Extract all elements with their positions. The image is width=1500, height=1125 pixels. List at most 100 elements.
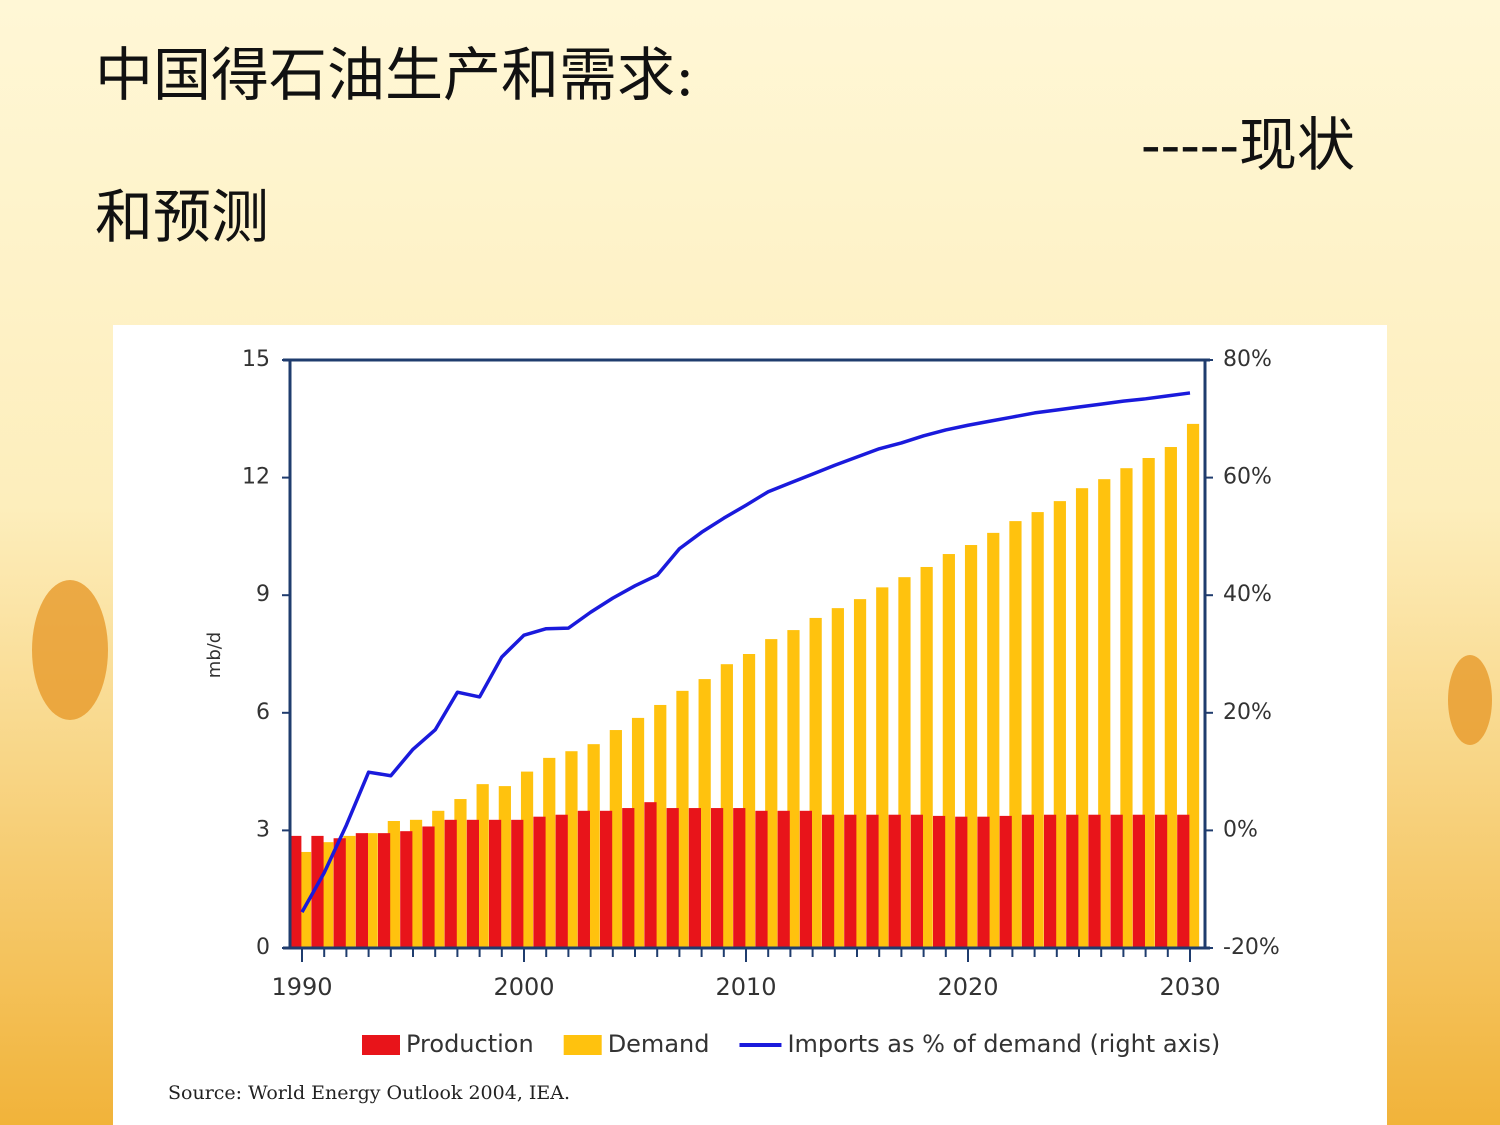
y-tick-label: 9 [256, 582, 270, 607]
x-tick-label: 1990 [271, 973, 332, 1001]
bar [977, 816, 990, 948]
bar [644, 802, 657, 948]
bar [1053, 501, 1066, 948]
bar [1031, 512, 1044, 948]
bar [844, 814, 857, 948]
x-tick-label: 2020 [937, 973, 998, 1001]
bar [622, 808, 635, 948]
bar [1021, 814, 1034, 948]
x-tick-label: 2010 [715, 973, 776, 1001]
bar [1164, 447, 1177, 948]
y2-tick-label: 0% [1223, 817, 1258, 842]
bar [710, 808, 724, 948]
bar [377, 833, 391, 948]
bar [654, 704, 667, 948]
bar [422, 826, 435, 948]
bar [498, 786, 511, 948]
bar [587, 744, 600, 948]
bar [1177, 814, 1190, 948]
bar [1110, 814, 1123, 948]
bar [698, 679, 711, 948]
bar [866, 814, 879, 948]
bar [565, 751, 578, 948]
bar [520, 771, 534, 948]
bar [688, 808, 701, 948]
bar [755, 810, 768, 948]
y2-tick-label: 20% [1223, 700, 1272, 725]
bar [543, 757, 556, 948]
bar [720, 664, 733, 948]
legend-swatch [563, 1035, 602, 1055]
bar [831, 608, 844, 948]
bar [888, 814, 901, 948]
bar [799, 810, 812, 948]
y2-tick-label: 40% [1223, 582, 1272, 607]
bar [365, 833, 378, 948]
bar [876, 587, 889, 948]
y-axis-label: mb/d [204, 632, 225, 678]
bar [765, 639, 778, 948]
bar [1075, 488, 1089, 948]
bar [676, 690, 689, 948]
slide-title: 中国得石油生产和需求: [95, 41, 695, 109]
bar [289, 835, 302, 948]
bar [400, 831, 413, 948]
y-tick-label: 0 [256, 935, 270, 960]
leaf-decoration [1448, 655, 1492, 745]
bar [821, 814, 835, 948]
line [300, 391, 1191, 913]
y2-tick-label: 60% [1223, 465, 1272, 490]
bar [733, 808, 746, 948]
bar [466, 819, 479, 948]
bar [955, 816, 968, 948]
y2-tick-label: -20% [1223, 935, 1280, 960]
legend-swatch [362, 1035, 400, 1055]
bar [631, 717, 645, 948]
legend-label: Demand [608, 1030, 710, 1058]
slide-subtitle: -----现状 [1141, 111, 1355, 179]
bar [777, 810, 790, 948]
y-tick-label: 3 [256, 817, 270, 842]
bar [511, 819, 524, 948]
bar [742, 654, 756, 948]
bar [533, 816, 546, 948]
bar [787, 630, 800, 948]
bar [987, 532, 1000, 948]
bar [898, 577, 911, 948]
slide-subtitle: 和预测 [95, 183, 269, 251]
bar [444, 819, 457, 948]
bar [942, 554, 955, 948]
y-tick-label: 15 [242, 347, 270, 372]
bar [555, 814, 568, 948]
x-tick-label: 2030 [1159, 973, 1220, 1001]
bar [1088, 814, 1101, 948]
bar [1154, 814, 1168, 948]
y2-tick-label: 80% [1223, 347, 1272, 372]
bar [1009, 521, 1022, 948]
bar [910, 814, 923, 948]
x-tick-label: 2000 [493, 973, 554, 1001]
bar [577, 810, 590, 948]
bar [853, 599, 867, 948]
bar [1066, 814, 1079, 948]
bar [488, 819, 502, 948]
bar [333, 838, 346, 948]
bar [409, 819, 423, 948]
bar [1098, 479, 1111, 948]
bar [666, 808, 679, 948]
bar [343, 835, 356, 948]
bar [999, 815, 1012, 948]
bar [920, 566, 933, 948]
bar [454, 799, 467, 948]
source-note: Source: World Energy Outlook 2004, IEA. [168, 1082, 570, 1104]
bar [932, 815, 946, 948]
bar [387, 820, 400, 948]
bar [1186, 423, 1200, 948]
bar [1120, 468, 1133, 948]
legend-label: Production [406, 1030, 534, 1058]
legend-label: Imports as % of demand (right axis) [787, 1030, 1220, 1058]
bar [311, 835, 324, 948]
bar [609, 730, 622, 948]
bar [1142, 458, 1155, 948]
